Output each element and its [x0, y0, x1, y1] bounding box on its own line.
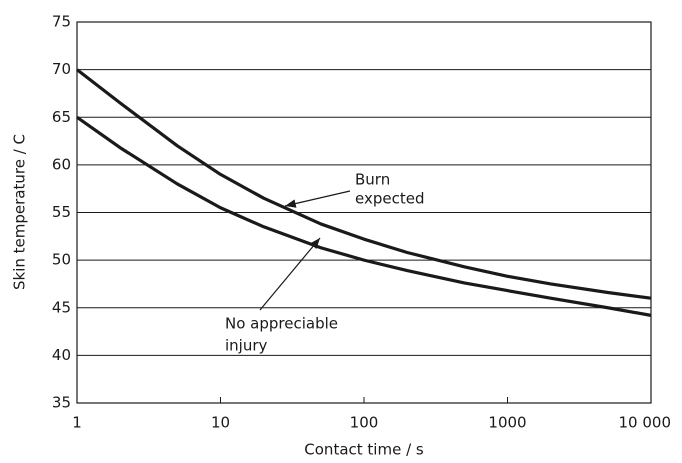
y-tick-label: 35: [52, 394, 71, 412]
x-tick-label: 100: [350, 414, 379, 432]
y-tick-label: 50: [52, 251, 71, 269]
annotation-arrow: [284, 190, 351, 208]
annotation: injury: [225, 337, 268, 355]
annotation: No appreciable: [225, 315, 338, 333]
line-series: [76, 68, 652, 300]
y-tick-label: 65: [52, 108, 71, 126]
x-tick-label: 1000: [488, 414, 526, 432]
x-axis-label: Contact time / s: [304, 441, 424, 459]
annotation-arrow: [259, 237, 321, 311]
annotation: Burn: [355, 171, 390, 189]
x-tick-label: 1: [72, 414, 82, 432]
x-tick-label: 10: [211, 414, 230, 432]
line-series: [76, 115, 652, 317]
x-tick-label: 10 000: [619, 414, 672, 432]
y-tick-label: 55: [52, 203, 71, 221]
y-tick-label: 70: [52, 60, 71, 78]
y-tick-label: 60: [52, 155, 71, 173]
y-tick-label: 45: [52, 298, 71, 316]
y-axis-label: Skin temperature / C: [11, 134, 29, 290]
y-tick-label: 75: [52, 13, 71, 31]
y-tick-label: 40: [52, 346, 71, 364]
annotation: expected: [355, 190, 424, 208]
